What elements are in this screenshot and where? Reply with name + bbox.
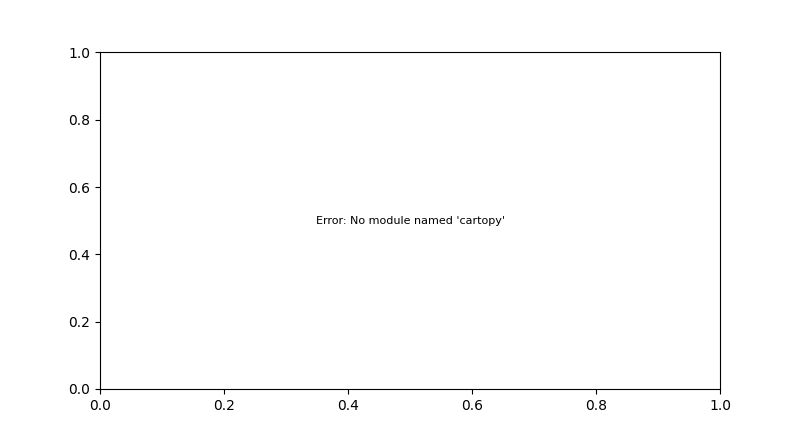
- Text: Error: No module named 'cartopy': Error: No module named 'cartopy': [315, 216, 505, 225]
